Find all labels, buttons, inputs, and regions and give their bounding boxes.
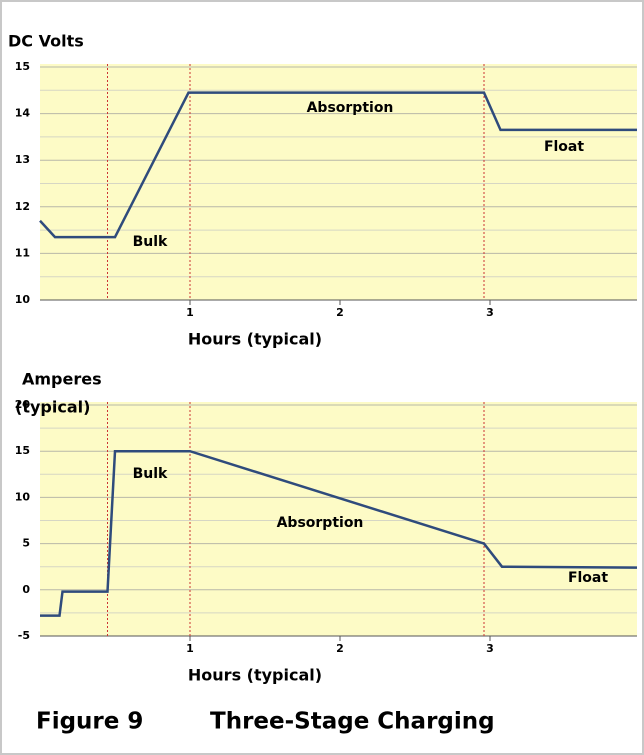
x-axis-label: Hours (typical) <box>188 330 322 349</box>
annotation: Absorption <box>307 100 394 116</box>
annotation: Float <box>544 139 584 155</box>
y-tick-label: 11 <box>15 246 30 259</box>
y-tick-label: -5 <box>18 629 30 642</box>
data-line <box>40 449 638 617</box>
y-tick-label: 10 <box>15 293 31 306</box>
y-tick-label: 0 <box>22 583 30 596</box>
annotation: Bulk <box>133 234 168 250</box>
annotation: Bulk <box>133 466 168 482</box>
figure-label: Figure 9 <box>36 709 143 735</box>
y-axis-label: DC Volts <box>8 32 84 51</box>
data-line <box>39 91 637 239</box>
y-axis-label: (typical) <box>15 398 90 417</box>
plot-area <box>40 64 637 300</box>
x-tick-label: 2 <box>336 306 344 319</box>
annotation: Float <box>568 570 608 586</box>
y-tick-label: 14 <box>15 107 31 120</box>
y-tick-label: 15 <box>15 60 30 73</box>
annotation: Absorption <box>277 515 364 531</box>
plot-area <box>40 402 637 636</box>
y-tick-label: 12 <box>15 200 30 213</box>
x-tick-label: 2 <box>336 642 344 655</box>
y-tick-label: 13 <box>15 153 30 166</box>
x-tick-label: 3 <box>486 642 494 655</box>
x-tick-label: 1 <box>186 306 194 319</box>
y-tick-label: 20 <box>15 398 31 411</box>
y-tick-label: 15 <box>15 444 30 457</box>
x-tick-label: 1 <box>186 642 194 655</box>
x-tick-label: 3 <box>486 306 494 319</box>
figure-title: Three-Stage Charging <box>210 709 495 735</box>
y-tick-label: 10 <box>15 490 31 503</box>
y-tick-label: 5 <box>22 537 30 550</box>
y-axis-label: Amperes <box>22 370 102 389</box>
x-axis-label: Hours (typical) <box>188 666 322 685</box>
